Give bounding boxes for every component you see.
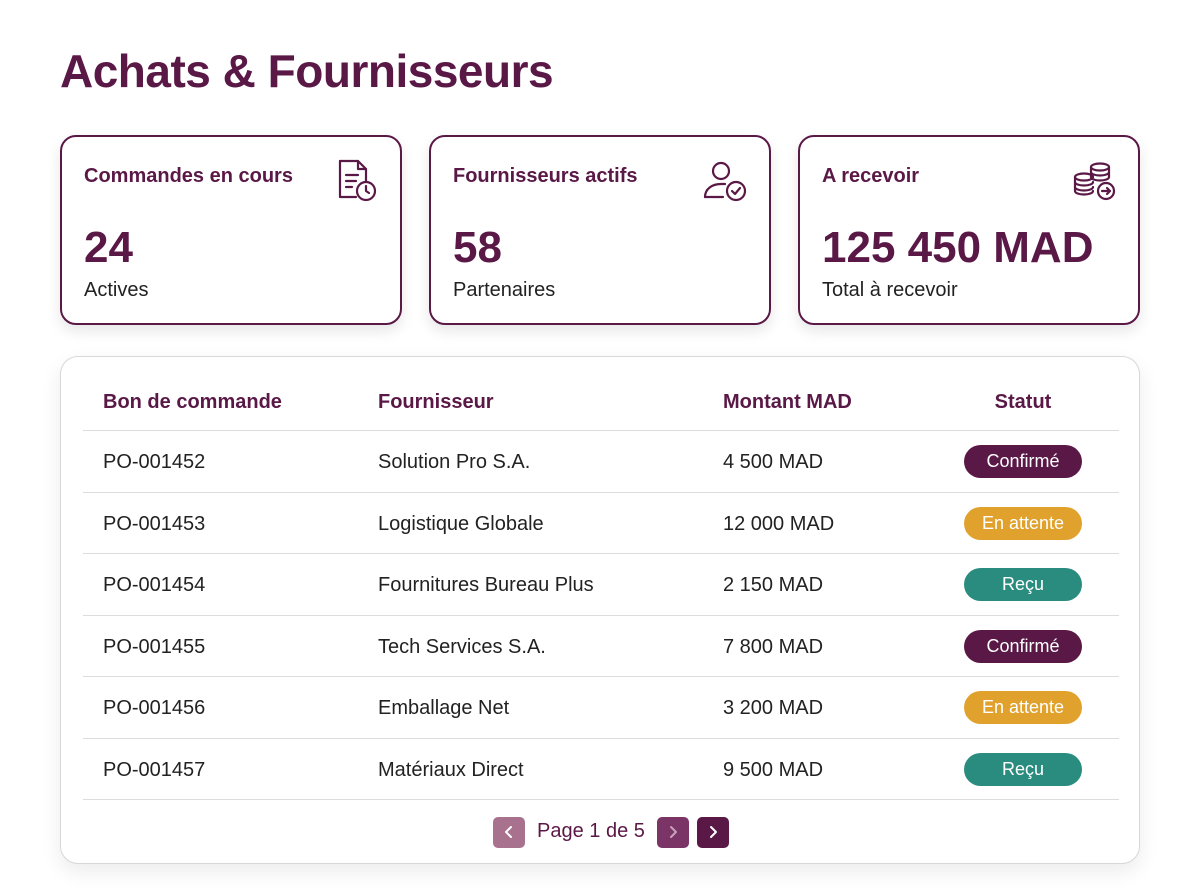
page-indicator: Page 1 de 5 <box>537 820 645 842</box>
table-row[interactable]: PO-001457 Matériaux Direct 9 500 MAD Reç… <box>83 739 1119 800</box>
document-clock-icon <box>332 157 380 205</box>
supplier-name: Logistique Globale <box>378 512 544 535</box>
card-title: Fournisseurs actifs <box>453 165 638 187</box>
status-badge: Reçu <box>964 752 1082 786</box>
amount: 9 500 MAD <box>723 758 824 781</box>
card-value: 24 <box>84 223 133 272</box>
user-check-icon <box>701 157 749 205</box>
amount: 12 000 MAD <box>723 512 835 535</box>
card-title: Commandes en cours <box>84 165 293 187</box>
next-page-button[interactable] <box>697 817 729 848</box>
table-body: PO-001452 Solution Pro S.A. 4 500 MAD Co… <box>83 431 1119 800</box>
po-number: PO-001456 <box>103 697 206 719</box>
table-row[interactable]: PO-001455 Tech Services S.A. 7 800 MAD C… <box>83 616 1119 677</box>
table-row[interactable]: PO-001453 Logistique Globale 12 000 MAD … <box>83 493 1119 554</box>
status-badge: En attente <box>964 691 1082 724</box>
purchase-orders-table: Bon de commande Fournisseur Montant MAD … <box>60 356 1140 864</box>
pagination: Page 1 de 5 <box>61 817 1139 849</box>
status-badge: Reçu <box>964 568 1082 601</box>
po-number: PO-001453 <box>103 512 206 535</box>
previous-page-button[interactable] <box>493 817 525 848</box>
next-page-button-secondary[interactable] <box>657 817 689 848</box>
card-subtitle: Partenaires <box>453 279 556 301</box>
supplier-name: Tech Services S.A. <box>378 635 546 658</box>
coins-arrow-icon <box>1070 157 1118 205</box>
table-row[interactable]: PO-001452 Solution Pro S.A. 4 500 MAD Co… <box>83 431 1119 493</box>
column-header-supplier[interactable]: Fournisseur <box>378 391 494 413</box>
card-value: 58 <box>453 223 502 272</box>
card-subtitle: Actives <box>84 279 149 301</box>
status-badge: En attente <box>964 506 1082 540</box>
po-number: PO-001452 <box>103 451 206 473</box>
card-commandes-en-cours[interactable]: Commandes en cours 24 Actives <box>60 135 402 325</box>
status-badge: Confirmé <box>964 629 1082 663</box>
po-number: PO-001455 <box>103 635 206 658</box>
card-subtitle: Total à recevoir <box>822 279 958 301</box>
column-header-status[interactable]: Statut <box>994 391 1052 413</box>
column-header-amount[interactable]: Montant MAD <box>723 391 852 413</box>
table-row[interactable]: PO-001454 Fournitures Bureau Plus 2 150 … <box>83 554 1119 616</box>
table-row[interactable]: PO-001456 Emballage Net 3 200 MAD En att… <box>83 677 1119 739</box>
table-header: Bon de commande Fournisseur Montant MAD … <box>83 357 1119 431</box>
supplier-name: Fournitures Bureau Plus <box>378 574 594 596</box>
card-fournisseurs-actifs[interactable]: Fournisseurs actifs 58 Partenaires <box>429 135 771 325</box>
summary-cards: Commandes en cours 24 Actives Fournisseu… <box>60 135 1140 325</box>
amount: 2 150 MAD <box>723 574 824 596</box>
amount: 7 800 MAD <box>723 635 824 658</box>
po-number: PO-001454 <box>103 574 206 596</box>
column-header-po[interactable]: Bon de commande <box>103 391 282 413</box>
po-number: PO-001457 <box>103 758 206 781</box>
chevron-right-icon <box>710 826 717 838</box>
amount: 3 200 MAD <box>723 697 824 719</box>
supplier-name: Solution Pro S.A. <box>378 451 531 473</box>
supplier-name: Matériaux Direct <box>378 758 524 781</box>
supplier-name: Emballage Net <box>378 697 510 719</box>
chevron-left-icon <box>505 826 512 838</box>
card-value: 125 450 MAD <box>822 223 1094 272</box>
card-a-recevoir[interactable]: A recevoir 125 450 MAD Total à recevoir <box>798 135 1140 325</box>
page-title: Achats & Fournisseurs <box>60 45 554 97</box>
card-title: A recevoir <box>822 165 920 187</box>
status-badge: Confirmé <box>964 445 1082 478</box>
amount: 4 500 MAD <box>723 451 824 473</box>
chevron-right-icon <box>670 826 677 838</box>
